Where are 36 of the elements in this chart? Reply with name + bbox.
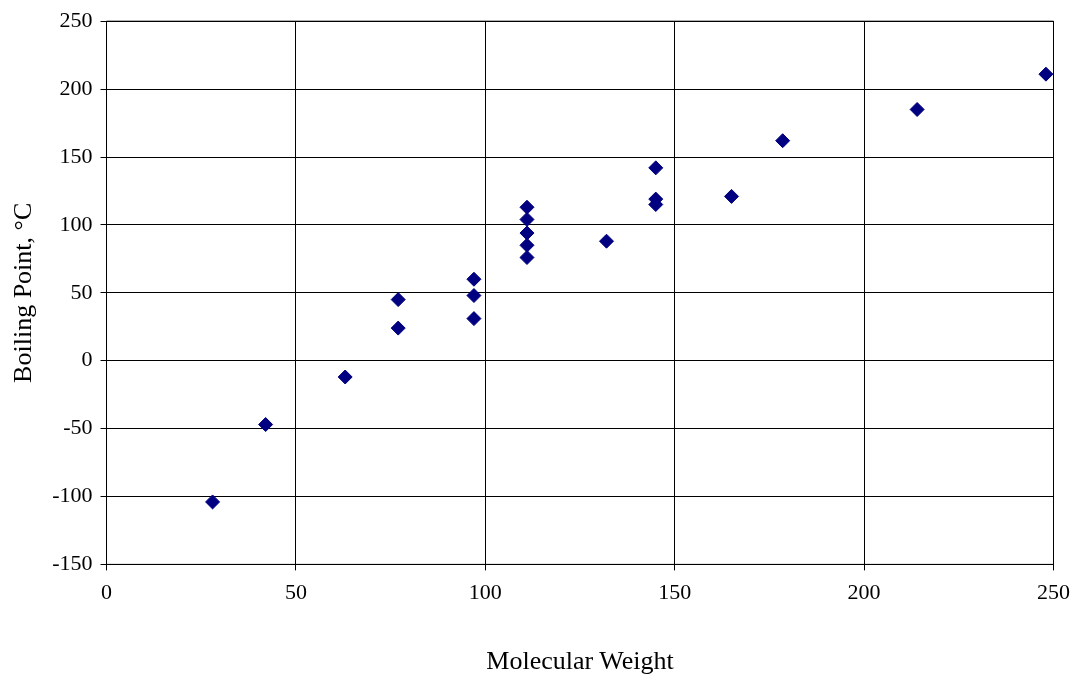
x-tick-label: 250	[1037, 579, 1070, 605]
point	[519, 225, 535, 241]
point	[909, 101, 925, 117]
point	[337, 369, 353, 385]
point	[519, 249, 535, 265]
y-tick-label: -100	[52, 482, 93, 508]
y-tick-label: -50	[63, 414, 93, 440]
y-axis-title: Boiling Point, °C	[8, 202, 38, 383]
point	[390, 292, 406, 308]
y-tick-label: -150	[52, 550, 93, 576]
x-axis-title: Molecular Weight	[486, 646, 675, 676]
y-tick-label: 100	[59, 210, 93, 236]
x-tick-label: 100	[468, 579, 502, 605]
y-tick-label: 150	[59, 142, 93, 168]
point	[466, 288, 482, 304]
point	[258, 417, 274, 433]
point	[648, 160, 664, 176]
point	[466, 311, 482, 327]
point	[519, 237, 535, 253]
point	[205, 494, 221, 510]
point	[724, 188, 740, 204]
point	[519, 199, 535, 215]
y-tick-label: 50	[70, 278, 93, 304]
point	[1038, 66, 1054, 82]
point	[775, 133, 791, 149]
y-tick-label: 0	[81, 346, 93, 372]
x-tick-label: 200	[847, 579, 881, 605]
y-tick-label: 200	[59, 74, 93, 100]
point	[390, 320, 406, 336]
x-tick-label: 150	[658, 579, 692, 605]
point	[599, 233, 615, 249]
y-tick-label: 250	[59, 6, 93, 32]
point	[466, 271, 482, 287]
x-tick-label: 50	[284, 579, 307, 605]
point	[519, 211, 535, 227]
x-tick-label: 0	[101, 579, 113, 605]
